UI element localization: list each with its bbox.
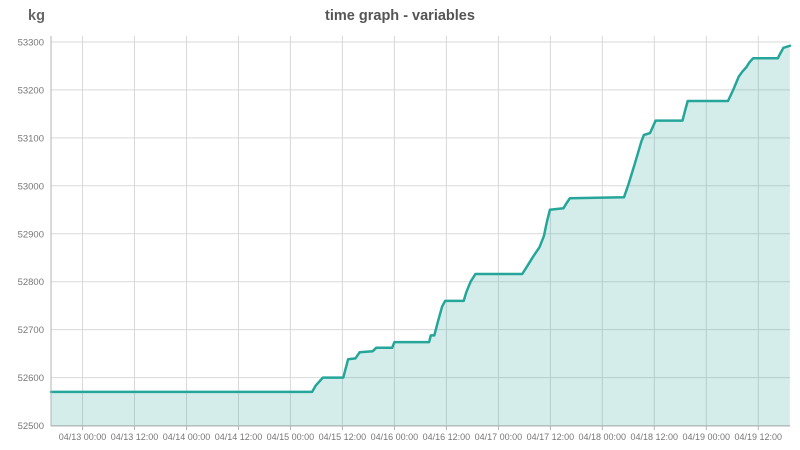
x-tick-label: 04/17 12:00 (527, 432, 575, 442)
x-tick-label: 04/15 12:00 (319, 432, 367, 442)
y-tick-label: 52700 (18, 325, 44, 336)
x-tick-label: 04/19 12:00 (735, 432, 783, 442)
area-fill (50, 45, 790, 427)
x-tick-label: 04/15 00:00 (267, 432, 315, 442)
chart-title: time graph - variables (325, 8, 475, 24)
y-tick-label: 53100 (18, 133, 44, 144)
y-tick-label: 53200 (18, 85, 44, 96)
y-tick-label: 52900 (18, 229, 44, 240)
x-tick-label: 04/14 00:00 (163, 432, 211, 442)
y-tick-label: 52500 (18, 421, 44, 432)
y-tick-label: 52800 (18, 277, 44, 288)
x-tick-label: 04/14 12:00 (215, 432, 263, 442)
y-axis-unit-label: kg (28, 8, 45, 24)
x-tick-label: 04/17 00:00 (475, 432, 523, 442)
series-line[interactable] (49, 44, 792, 394)
x-tick-label: 04/13 00:00 (59, 432, 107, 442)
x-tick-label: 04/16 00:00 (371, 432, 419, 442)
y-tick-label: 53300 (18, 38, 44, 49)
y-tick-label: 53000 (18, 181, 44, 192)
x-tick-label: 04/18 00:00 (579, 432, 627, 442)
x-tick-label: 04/16 12:00 (423, 432, 471, 442)
y-tick-label: 52600 (18, 373, 44, 384)
x-tick-label: 04/13 12:00 (111, 432, 159, 442)
x-tick-label: 04/18 12:00 (631, 432, 679, 442)
x-tick-label: 04/19 00:00 (683, 432, 731, 442)
